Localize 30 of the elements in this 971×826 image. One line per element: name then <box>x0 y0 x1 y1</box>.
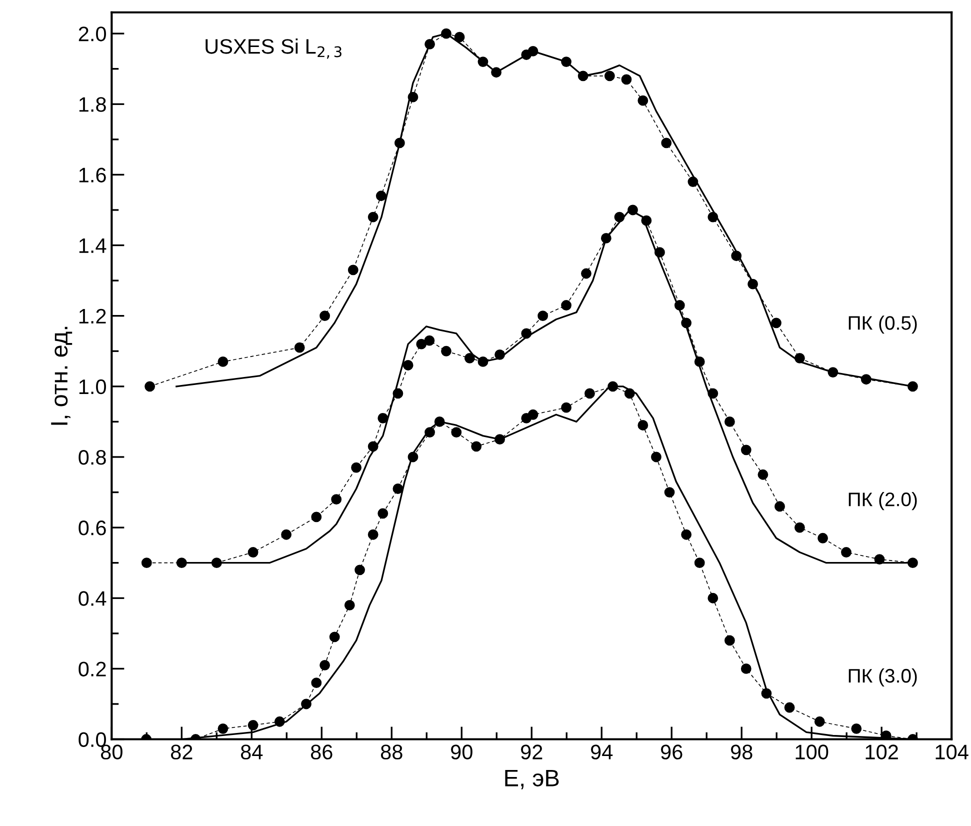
y-tick-label: 0.0 <box>78 732 106 748</box>
series-label: ПК (2.0) <box>848 492 917 510</box>
series-label: ПК (0.5) <box>848 316 917 334</box>
x-tick-label: 84 <box>240 744 263 760</box>
y-tick-label: 1.4 <box>79 238 106 253</box>
y-tick-label: 0.4 <box>78 591 106 606</box>
y-tick-label: 1.2 <box>79 308 106 324</box>
y-tick-label: 1.6 <box>79 168 106 182</box>
y-tick-label: 1.0 <box>79 379 106 394</box>
x-tick-label: 86 <box>310 744 332 760</box>
series-label: ПК (3.0) <box>848 668 917 687</box>
x-tick-label: 92 <box>521 744 542 760</box>
y-tick-label: 0.8 <box>78 450 106 465</box>
x-tick-label: 104 <box>936 744 968 760</box>
x-tick-label: 100 <box>796 744 828 760</box>
x-tick-label: 90 <box>451 744 472 760</box>
x-tick-label: 96 <box>661 744 682 760</box>
x-tick-label: 102 <box>866 744 898 760</box>
x-tick-label: 88 <box>380 744 402 760</box>
annotation: USXES Si L$_{2,3}$ <box>206 38 342 59</box>
y-tick-label: 2.0 <box>78 26 106 42</box>
y-tick-label: 0.2 <box>78 662 106 676</box>
x-tick-label: 80 <box>100 744 122 760</box>
x-tick-label: 94 <box>591 744 613 760</box>
x-axis-title: E, эВ <box>505 770 559 790</box>
x-tick-label: 82 <box>170 744 192 760</box>
y-axis-title: I, отн. ед. <box>51 326 72 425</box>
y-tick-label: 0.6 <box>78 520 106 536</box>
x-tick-label: 98 <box>730 744 752 760</box>
y-tick-label: 1.8 <box>79 97 106 112</box>
